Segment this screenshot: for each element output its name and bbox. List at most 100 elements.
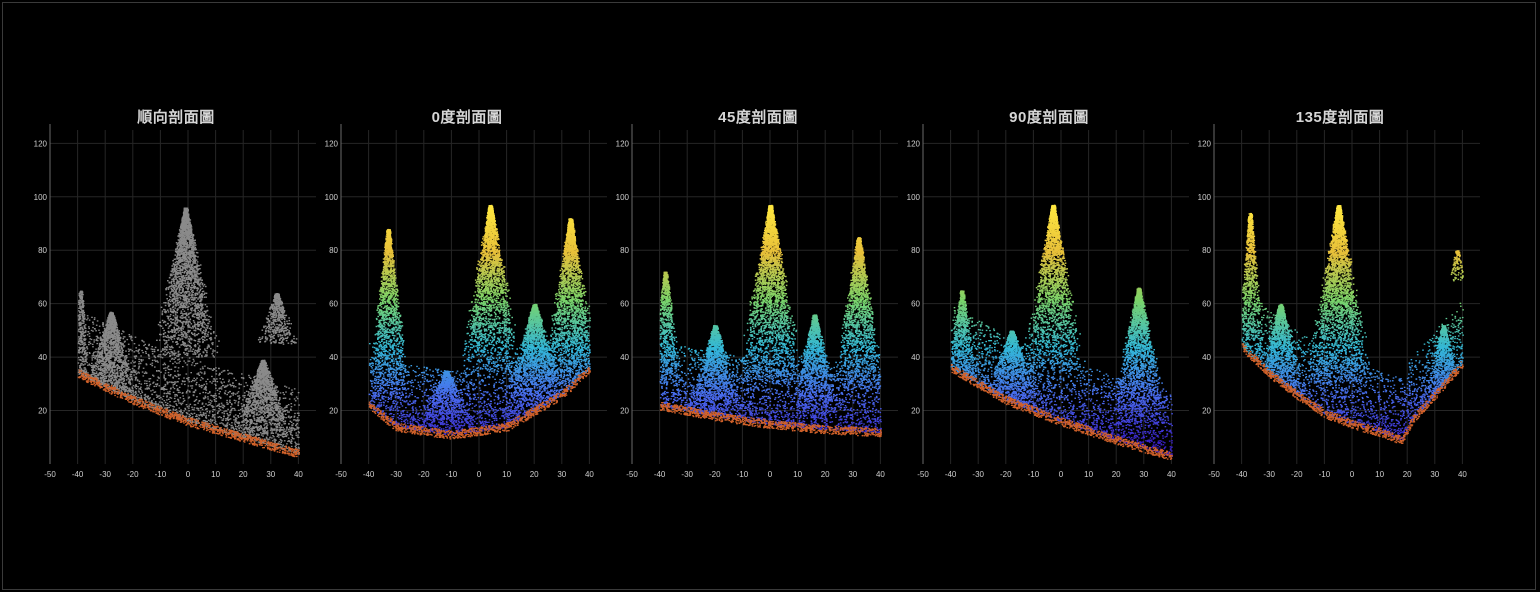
point xyxy=(203,296,206,298)
point xyxy=(197,328,199,330)
point xyxy=(114,349,116,351)
point xyxy=(184,348,187,351)
point xyxy=(188,303,191,305)
point xyxy=(112,314,114,316)
point xyxy=(177,326,180,328)
point xyxy=(265,377,268,379)
point xyxy=(176,293,179,295)
point xyxy=(194,259,196,261)
point xyxy=(176,311,178,314)
point xyxy=(205,354,207,356)
point xyxy=(134,391,136,394)
point xyxy=(197,268,200,270)
point xyxy=(181,325,184,327)
point xyxy=(101,345,104,347)
point xyxy=(80,296,83,298)
point xyxy=(189,261,191,263)
point xyxy=(189,221,191,223)
point xyxy=(203,321,205,324)
point xyxy=(178,346,181,348)
point xyxy=(190,246,192,249)
point xyxy=(119,349,122,351)
point xyxy=(187,330,190,332)
point xyxy=(271,403,273,406)
point xyxy=(197,340,199,343)
point xyxy=(279,408,281,410)
point xyxy=(173,287,176,289)
point xyxy=(168,348,171,350)
point xyxy=(191,315,194,318)
point xyxy=(78,310,80,312)
point xyxy=(172,310,175,313)
point xyxy=(178,301,181,303)
point xyxy=(184,237,186,240)
point xyxy=(253,389,256,391)
point xyxy=(109,325,112,327)
point xyxy=(292,423,295,425)
point xyxy=(186,344,189,346)
point xyxy=(191,308,193,310)
point xyxy=(180,241,182,243)
point xyxy=(186,246,189,248)
point xyxy=(182,342,185,345)
point xyxy=(176,273,179,276)
point xyxy=(183,259,186,261)
point xyxy=(193,285,195,287)
point xyxy=(175,282,178,284)
point xyxy=(101,368,104,370)
point xyxy=(193,309,195,312)
point xyxy=(185,344,187,346)
point xyxy=(116,333,118,335)
point xyxy=(202,312,204,315)
point xyxy=(201,312,203,314)
point xyxy=(207,333,209,335)
point xyxy=(95,375,98,377)
point xyxy=(282,411,285,413)
point xyxy=(200,288,202,290)
point xyxy=(187,218,190,221)
point xyxy=(113,330,116,332)
point xyxy=(180,344,182,346)
point xyxy=(174,329,176,331)
point xyxy=(102,358,105,361)
point xyxy=(197,349,199,351)
point xyxy=(187,237,190,239)
point xyxy=(186,291,188,293)
point xyxy=(171,319,174,321)
point xyxy=(104,375,106,377)
point xyxy=(189,294,191,296)
point xyxy=(168,337,171,339)
point xyxy=(182,223,184,225)
point xyxy=(256,393,258,395)
point xyxy=(84,347,86,349)
point xyxy=(177,261,179,263)
point xyxy=(180,304,183,307)
point xyxy=(170,281,172,283)
point xyxy=(274,403,277,406)
point xyxy=(167,309,169,311)
point xyxy=(184,221,187,224)
point xyxy=(161,310,164,312)
chart-svg: -50-40-30-20-100102030405020406080100120 xyxy=(34,124,316,479)
point xyxy=(199,338,201,340)
point xyxy=(106,363,108,365)
point xyxy=(172,306,174,309)
point xyxy=(201,308,203,310)
point xyxy=(167,334,169,337)
point xyxy=(183,221,186,223)
point xyxy=(265,410,267,412)
point xyxy=(284,420,287,422)
point xyxy=(182,257,185,259)
point xyxy=(181,279,183,281)
point xyxy=(172,271,175,274)
point xyxy=(183,336,186,338)
point xyxy=(81,293,83,296)
point xyxy=(261,379,263,381)
point xyxy=(183,277,185,280)
point xyxy=(185,257,187,260)
point xyxy=(185,257,188,259)
point xyxy=(107,331,110,334)
point xyxy=(183,298,185,300)
point xyxy=(263,364,266,366)
point xyxy=(184,243,187,245)
